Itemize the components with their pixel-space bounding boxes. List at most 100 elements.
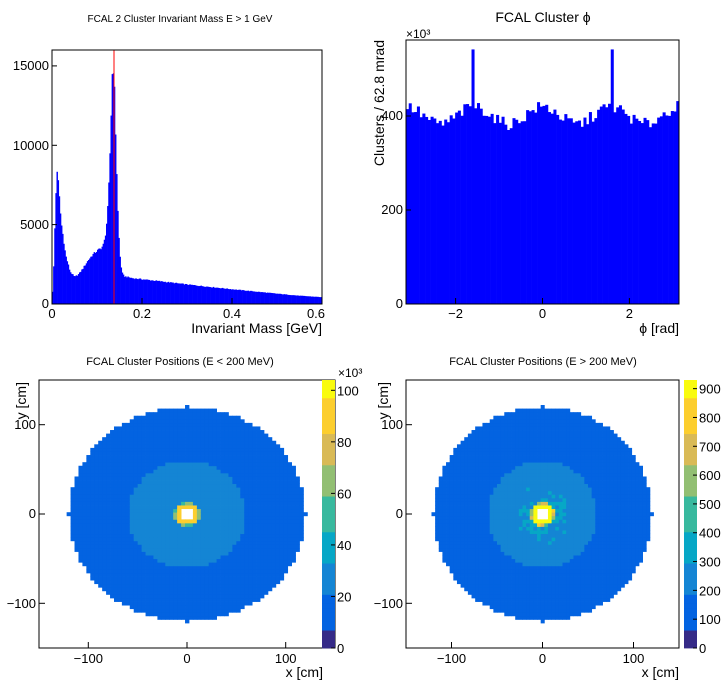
heatmap-cell [216,469,221,474]
heatmap-cell [533,469,538,474]
heatmap-cell [192,597,198,602]
heatmap-cell [515,444,520,449]
heatmap-cell [263,572,269,577]
heatmap-cell [106,522,111,527]
mass-histogram-bin [160,281,162,304]
heatmap-cell [260,444,265,449]
heatmap-cell [515,565,520,570]
heatmap-cell [540,433,545,438]
heatmap-cell [173,487,178,492]
heatmap-cell [216,433,221,438]
heatmap-cell [129,512,135,517]
heatmap-cell [200,408,206,413]
heatmap-cell [500,451,505,456]
heatmap-cell [244,483,249,488]
heatmap-cell [196,451,202,456]
colorbar-segment [322,625,335,631]
heatmap-cell [173,426,178,431]
heatmap-cell [137,469,143,474]
heatmap-cell [157,555,162,560]
heatmap-cell [507,444,512,449]
heatmap-cell [482,487,487,492]
heatmap-cell [106,490,111,495]
heatmap-cell [263,458,269,463]
mass-histogram-bin [167,281,170,304]
heatmap-cell [240,458,245,463]
heatmap-cell [529,533,534,538]
heatmap-cell [121,494,127,499]
heatmap-cell [113,426,119,431]
heatmap-cell [121,508,127,513]
heatmap-cell [165,533,170,538]
heatmap-cell [478,555,483,560]
heatmap-cell [478,519,483,524]
heatmap-cell [208,526,214,531]
heatmap-cell [169,505,174,510]
heatmap-cell [279,519,285,524]
heatmap-cell [102,497,107,502]
heatmap-cell [212,415,217,420]
heatmap-cell [471,451,476,456]
heatmap-cell [467,483,472,488]
heatmap-cell [149,430,154,434]
heatmap-cell [252,540,257,545]
heatmap-cell [121,530,127,535]
heatmap-cell [196,408,202,413]
heatmap-cell [497,440,502,445]
heatmap-cell [106,440,111,445]
heatmap-cell [137,601,143,606]
heatmap-cell [453,487,458,492]
heatmap-cell [287,515,292,520]
heatmap-cell [497,505,502,510]
heatmap-cell [489,458,494,463]
heatmap-cell [544,497,549,502]
heatmap-cell [467,487,472,492]
heatmap-cell [547,483,552,488]
heatmap-cell [544,576,549,581]
heatmap-cell [98,501,103,506]
heatmap-cell [177,455,182,460]
heatmap-cell [555,440,560,445]
mass-histogram-bin [197,285,199,304]
heatmap-cell [90,483,95,488]
heatmap-cell [86,490,91,495]
phi-histogram-bin [520,121,524,304]
heatmap-cell [544,412,549,417]
heatmap-cell [256,465,261,470]
mass-histogram-bin [261,292,263,304]
heatmap-cell [110,537,115,542]
heatmap-cell [475,465,480,470]
heatmap-cell [486,558,491,563]
heatmap-cell [518,497,523,502]
heatmap-cell [453,512,458,517]
heatmap-cell [504,522,509,527]
heatmap-cell [121,537,127,542]
heatmap-cell [529,430,534,434]
heatmap-cell [453,522,458,527]
heatmap-cell [208,540,214,545]
heatmap-cell [500,497,505,502]
heatmap-cell [70,508,75,513]
heatmap-cell [110,472,115,477]
heatmap-cell [145,483,150,488]
heatmap-cell [153,497,158,502]
heatmap-cell [169,615,174,620]
heatmap-cell [188,526,194,531]
heatmap-cell [161,515,166,520]
heatmap-cell [149,608,154,613]
heatmap-cell [149,419,154,424]
phi-histogram-bin [471,49,475,305]
heatmap-cell [275,455,281,460]
heatmap-cell [224,605,229,610]
heatmap-cell [544,433,549,438]
heatmap-cell [86,469,91,474]
heatmap-cell [540,540,545,545]
heatmap-cell [125,458,131,463]
heatmap-cell [90,494,95,499]
heatmap-cell [157,512,162,517]
heatmap-cell [537,469,542,474]
heatmap-cell [145,447,150,452]
heatmap-cell [287,508,292,513]
heatmap-cell [110,594,115,599]
heatmap-cell [263,444,269,449]
